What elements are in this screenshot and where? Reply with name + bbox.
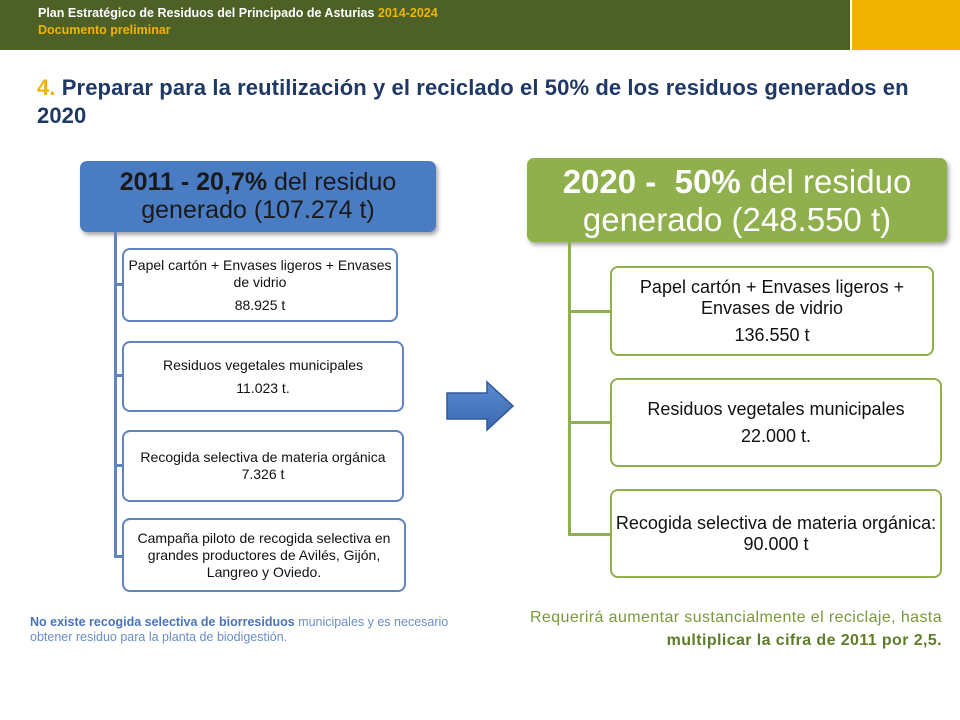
- right-item-label: Recogida selectiva de materia orgánica:: [615, 512, 937, 533]
- page-title: 4. Preparar para la reutilización y el r…: [37, 74, 937, 130]
- left-connector-branch: [114, 283, 124, 286]
- left-header-rest: del residuo generado (107.274 t): [141, 168, 397, 224]
- left-item-box: Papel cartón + Envases ligeros + Envases…: [122, 248, 398, 322]
- header-years: 2014-2024: [377, 6, 438, 20]
- header-bar: [0, 0, 850, 50]
- header-subtitle: Documento preliminar: [38, 23, 171, 37]
- title-number: 4.: [37, 75, 56, 100]
- right-footnote: Requerirá aumentar sustancialmente el re…: [500, 606, 942, 652]
- title-text: Preparar para la reutilización y el reci…: [37, 75, 909, 128]
- right-footnote-normal: Requerirá aumentar sustancialmente el re…: [529, 609, 942, 626]
- right-item-box: Recogida selectiva de materia orgánica: …: [610, 489, 942, 578]
- right-item-box: Papel cartón + Envases ligeros + Envases…: [610, 266, 934, 356]
- left-connector-branch: [114, 555, 124, 558]
- right-header-bold-year: 2020 -: [562, 163, 657, 200]
- left-item-value: 7.326 t: [241, 466, 285, 482]
- right-connector-branch: [568, 533, 612, 536]
- left-item-label: Campaña piloto de recogida selectiva en …: [137, 529, 391, 580]
- left-item-box: Recogida selectiva de materia orgánica 7…: [122, 430, 404, 502]
- right-item-box: Residuos vegetales municipales 22.000 t.: [610, 378, 942, 467]
- left-connector-branch: [114, 464, 124, 467]
- right-connector-branch: [568, 421, 612, 424]
- left-footnote-bold: No existe recogida selectiva de biorresi…: [30, 615, 295, 629]
- right-header-rest: del residuo generado (248.550 t): [582, 163, 912, 238]
- right-header-bold-percent: 50%: [674, 163, 741, 200]
- right-arrow-icon: [446, 380, 515, 432]
- left-item-label: Recogida selectiva de materia orgánica: [140, 449, 386, 465]
- left-item-label: Residuos vegetales municipales: [163, 356, 363, 373]
- left-footnote: No existe recogida selectiva de biorresi…: [30, 615, 450, 645]
- header-accent-block: [852, 0, 960, 50]
- right-item-value: 90.000 t: [743, 533, 809, 554]
- header-plan-title: Plan Estratégico de Residuos del Princip…: [38, 6, 438, 20]
- left-connector-branch: [114, 374, 124, 377]
- right-footnote-bold: multiplicar la cifra de 2011 por 2,5.: [666, 632, 942, 649]
- left-item-value: 88.925 t: [234, 296, 286, 313]
- right-item-label: Papel cartón + Envases ligeros + Envases…: [639, 276, 905, 318]
- right-connector-trunk: [568, 242, 571, 536]
- left-item-value: 11.023 t.: [236, 379, 290, 396]
- right-connector-branch: [568, 310, 612, 313]
- right-item-label: Residuos vegetales municipales: [647, 398, 905, 419]
- left-connector-trunk: [114, 232, 117, 557]
- left-item-box: Campaña piloto de recogida selectiva en …: [122, 518, 406, 592]
- left-item-box: Residuos vegetales municipales 11.023 t.: [122, 341, 404, 412]
- left-footnote-rest: municipales y es necesario obtener resid…: [30, 615, 449, 644]
- right-item-value: 22.000 t.: [740, 425, 812, 446]
- left-item-label: Papel cartón + Envases ligeros + Envases…: [128, 256, 392, 290]
- right-header-box: 2020 - 50% del residuo generado (248.550…: [527, 158, 947, 242]
- left-header-box: 2011 - 20,7% del residuo generado (107.2…: [80, 161, 436, 232]
- right-item-value: 136.550 t: [734, 324, 810, 345]
- left-header-bold: 2011 - 20,7%: [119, 168, 268, 196]
